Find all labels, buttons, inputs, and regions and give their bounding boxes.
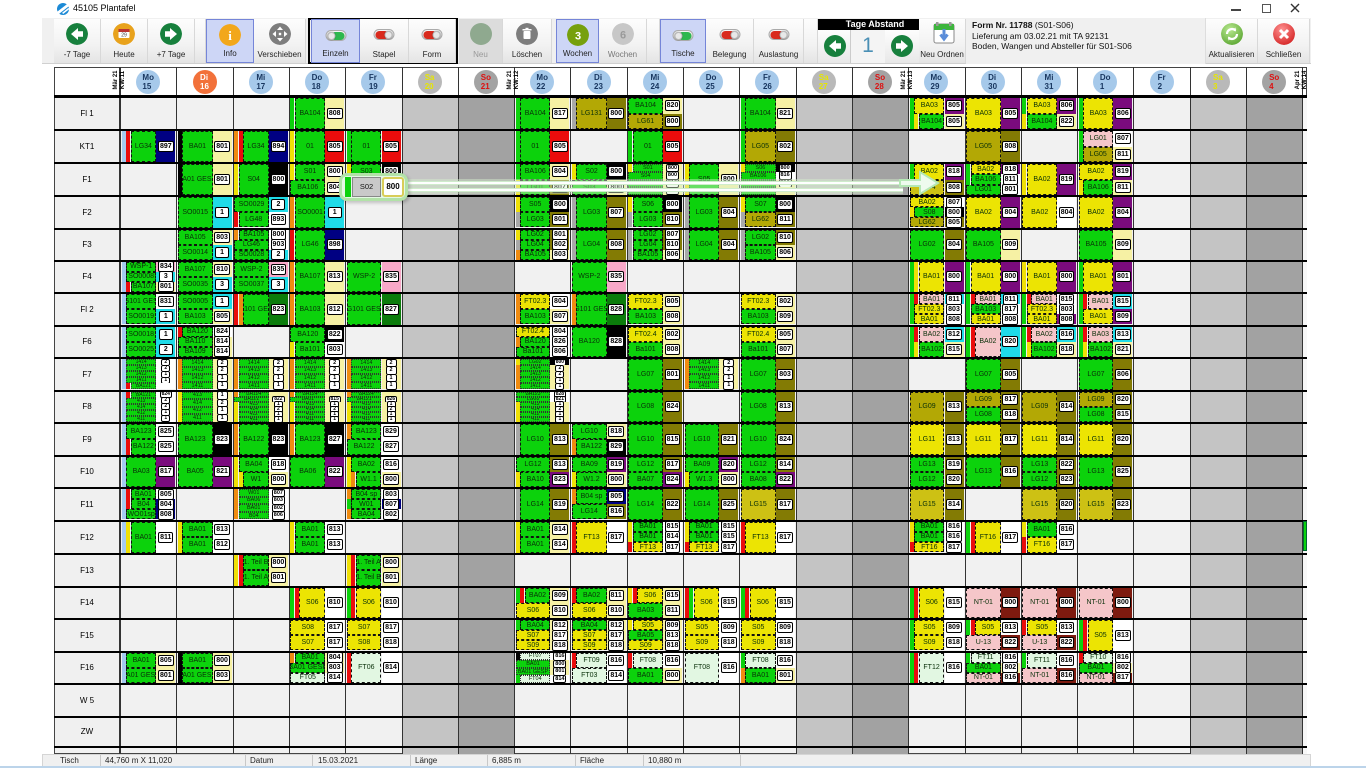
svg-text:6: 6 [619,30,625,42]
svg-text:i: i [228,28,232,43]
svg-text:3: 3 [574,31,580,43]
svg-text:29: 29 [121,33,127,39]
